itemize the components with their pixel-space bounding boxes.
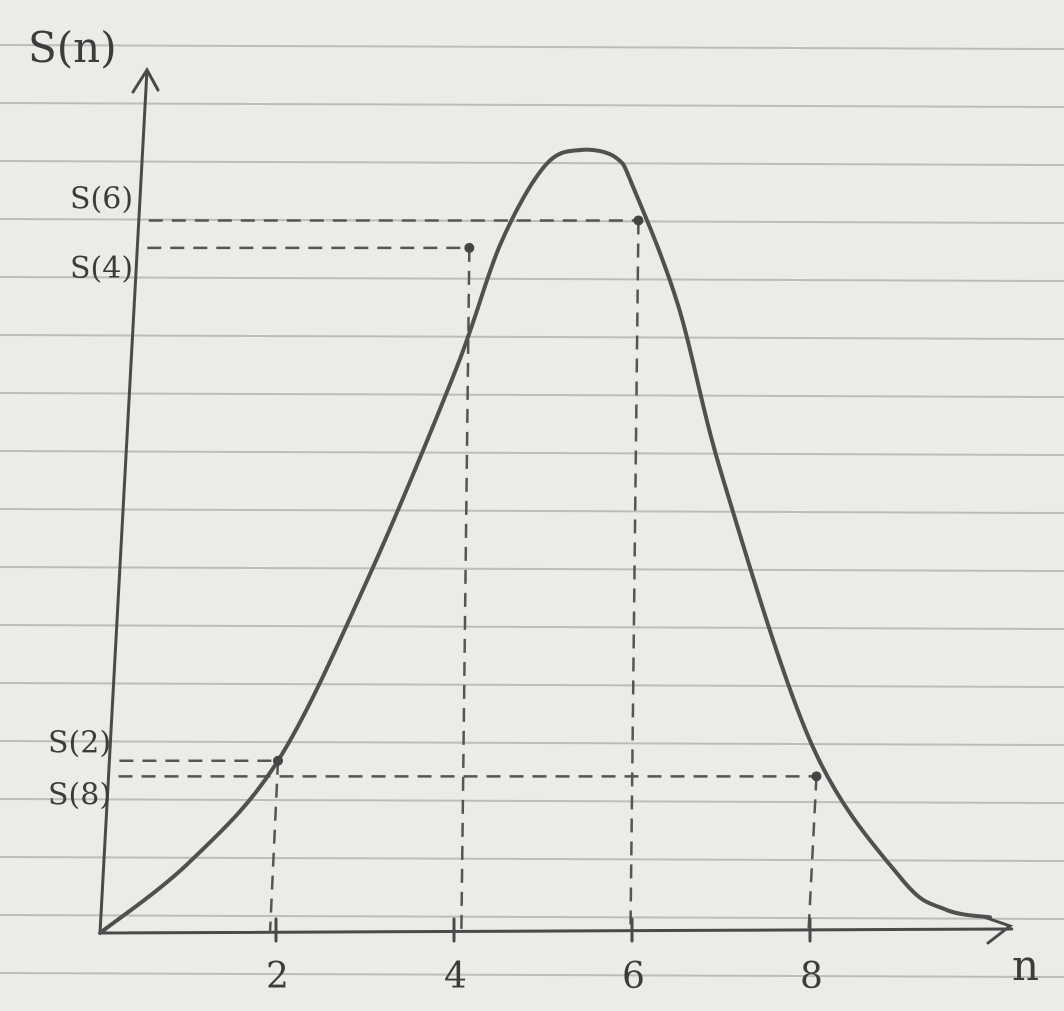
y-axis-arrow [131, 67, 160, 94]
ruled-line [0, 624, 1064, 630]
ruled-line [0, 798, 1064, 804]
x-tick-label-6: 6 [622, 956, 645, 997]
y-label-s4: S(4) [70, 251, 133, 286]
x-axis-line [98, 927, 1014, 935]
notebook-ruled-lines [0, 44, 1064, 978]
y-axis-title: S(n) [28, 23, 117, 72]
series-line [98, 147, 992, 935]
point-s8 [811, 771, 822, 782]
x-axis-title: n [1012, 941, 1039, 990]
x-tick-label-4: 4 [444, 956, 467, 997]
y-axis-line [98, 68, 149, 935]
ruled-line [0, 914, 1064, 920]
ruled-line [0, 392, 1064, 398]
vertical-guide-s8 [807, 776, 818, 934]
axes [98, 67, 1014, 945]
ruled-line [0, 740, 1064, 746]
point-s4 [464, 242, 475, 253]
y-label-s6: S(6) [70, 181, 133, 216]
vertical-guide-s6 [629, 220, 640, 934]
ruled-line [0, 508, 1064, 514]
ruled-line [0, 566, 1064, 572]
ruled-line [0, 856, 1064, 862]
point-s6 [633, 215, 644, 226]
y-value-labels: S(6) S(4) S(2) S(8) [48, 181, 133, 812]
ruled-line [0, 44, 1064, 50]
point-s2 [273, 755, 283, 766]
ruled-line [0, 276, 1064, 282]
x-tick-labels: 2 4 6 8 [266, 917, 823, 997]
ruled-line [0, 334, 1064, 340]
ruled-line [0, 102, 1064, 108]
ruled-line [0, 972, 1064, 978]
x-tick-label-2: 2 [266, 956, 289, 997]
y-label-s2: S(2) [48, 726, 111, 761]
x-axis-arrow [982, 915, 1014, 945]
dashed-guide-lines [118, 219, 818, 934]
y-label-s8: S(8) [48, 777, 111, 812]
ruled-line [0, 682, 1064, 688]
ruled-line [0, 160, 1064, 166]
marked-points [273, 215, 822, 782]
vertical-guide-s2 [268, 760, 280, 934]
ruled-line [0, 450, 1064, 456]
x-tick-label-8: 8 [800, 956, 823, 997]
